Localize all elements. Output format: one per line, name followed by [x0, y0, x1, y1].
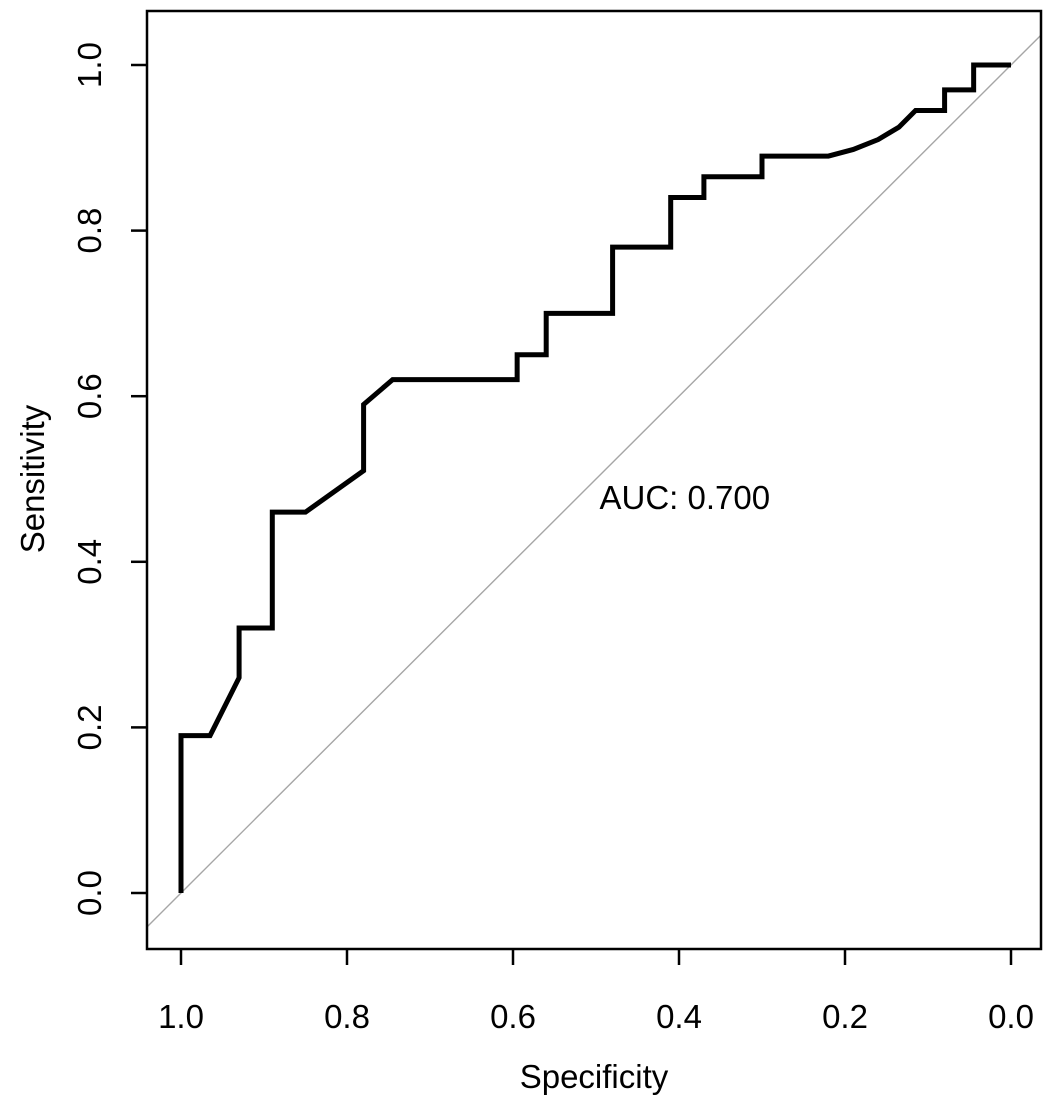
frame-layer [131, 9, 1043, 965]
reference-layer [146, 34, 1042, 928]
curve-layer [178, 62, 1011, 893]
y-axis-tick-label: 0.4 [71, 539, 108, 585]
y-axis-tick-label: 0.0 [71, 870, 108, 916]
text-layer: 1.0 0.8 0.6 0.4 0.2 0.0 0.0 0.2 0.4 0.6 0.8 1.0 Spec… [14, 42, 1034, 1095]
plot-border [145, 9, 1043, 951]
x-axis-tick-label: 0.6 [490, 998, 536, 1035]
x-axis-tick-label: 0.4 [656, 998, 702, 1035]
chance-diagonal-line [146, 34, 1042, 928]
auc-annotation: AUC: 0.700 [600, 479, 771, 516]
x-axis-tick-label: 0.8 [324, 998, 370, 1035]
y-axis-tick-label: 1.0 [71, 42, 108, 88]
x-axis-tick-label: 0.2 [822, 998, 868, 1035]
x-axis-tick-label: 1.0 [158, 998, 204, 1035]
x-axis-title: Specificity [520, 1058, 669, 1095]
y-axis-tick-label: 0.8 [71, 208, 108, 254]
x-axis-tick-label: 0.0 [988, 998, 1034, 1035]
y-axis-tick-label: 0.2 [71, 704, 108, 750]
roc-curve-line [178, 62, 1011, 893]
y-axis-title: Sensitivity [14, 404, 51, 553]
y-axis-tick-label: 0.6 [71, 373, 108, 419]
